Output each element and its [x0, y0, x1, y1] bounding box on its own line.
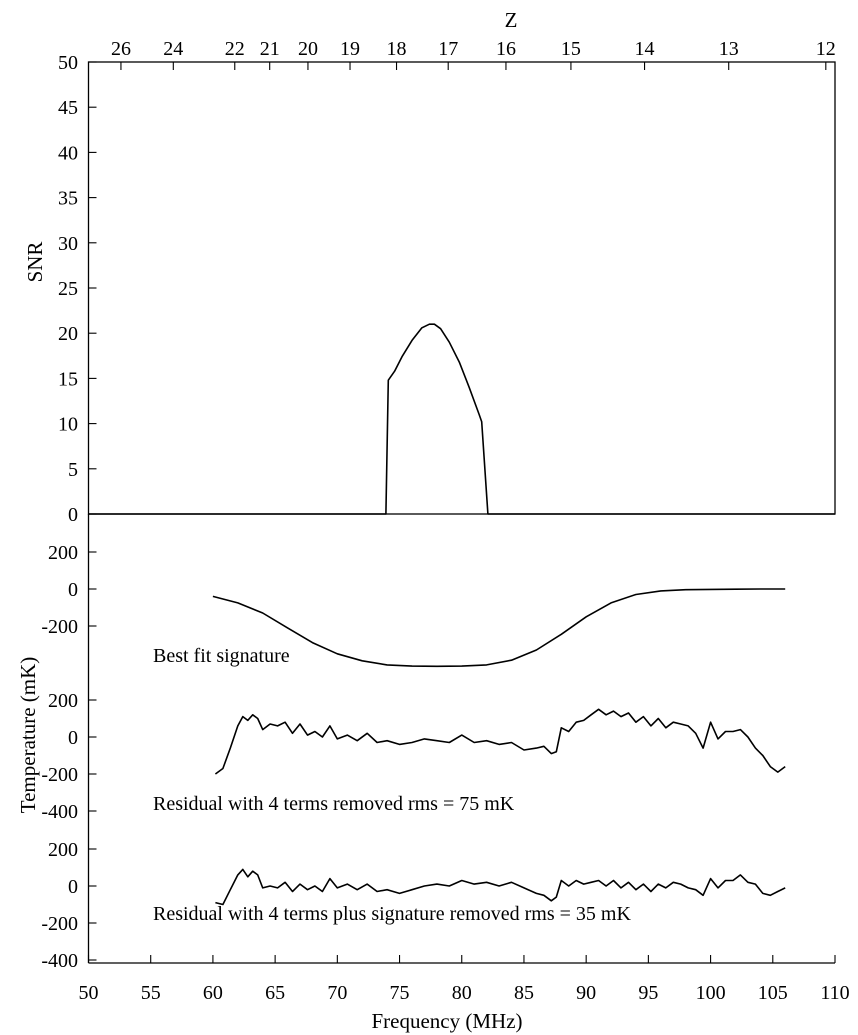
temperature-tick-label: 200 — [48, 542, 78, 564]
snr-tick-label: 45 — [58, 97, 78, 119]
top-tick-label: 26 — [111, 38, 131, 60]
x-tick-label: 70 — [327, 982, 347, 1004]
snr-tick-label: 0 — [68, 504, 78, 526]
x-tick-label: 75 — [390, 982, 410, 1004]
top-tick-label: 21 — [260, 38, 280, 60]
temperature-tick-label: -400 — [41, 801, 78, 823]
x-axis-title: Frequency (MHz) — [371, 1009, 522, 1033]
snr-tick-label: 10 — [58, 414, 78, 436]
best-fit-signature-curve — [212, 588, 786, 668]
top-tick-label: 13 — [719, 38, 739, 60]
x-tick-label: 105 — [758, 982, 788, 1004]
temperature-tick-label: 0 — [68, 579, 78, 601]
top-tick-label: 14 — [635, 38, 655, 60]
x-tick-label: 95 — [638, 982, 658, 1004]
temperature-tick-label: 200 — [48, 690, 78, 712]
snr-panel-frame — [87, 61, 836, 515]
residual-signature-curve — [215, 868, 786, 906]
temperature-panel — [87, 514, 835, 964]
top-tick-label: 20 — [298, 38, 318, 60]
temperature-tick-label: 200 — [48, 839, 78, 861]
snr-tick-label: 30 — [58, 233, 78, 255]
top-tick-label: 15 — [561, 38, 581, 60]
x-tick-label: 110 — [820, 982, 849, 1004]
snr-panel — [87, 61, 836, 515]
top-tick-label: 18 — [387, 38, 407, 60]
snr-tick-label: 5 — [68, 459, 78, 481]
temperature-tick-label: -200 — [41, 764, 78, 786]
residual-4-terms-curve — [214, 708, 786, 775]
snr-tick-label: 50 — [58, 52, 78, 74]
snr-axis-title: SNR — [23, 242, 47, 283]
top-tick-label: 16 — [496, 38, 516, 60]
annotation-residual-signature: Residual with 4 terms plus signature rem… — [153, 903, 631, 925]
top-tick-label: 12 — [816, 38, 836, 60]
snr-tick-label: 35 — [58, 188, 78, 210]
x-tick-label: 60 — [203, 982, 223, 1004]
temperature-tick-label: -400 — [41, 950, 78, 972]
snr-curve — [88, 323, 835, 515]
x-tick-label: 80 — [452, 982, 472, 1004]
snr-tick-label: 15 — [58, 368, 78, 390]
top-axis-title: Z — [505, 8, 518, 32]
top-tick-label: 24 — [163, 38, 183, 60]
x-tick-label: 55 — [141, 982, 161, 1004]
snr-tick-label: 40 — [58, 142, 78, 164]
temperature-tick-label: -200 — [41, 913, 78, 935]
snr-tick-label: 20 — [58, 323, 78, 345]
top-tick-label: 19 — [340, 38, 360, 60]
x-tick-label: 85 — [514, 982, 534, 1004]
temperature-tick-label: 0 — [68, 727, 78, 749]
series — [88, 323, 835, 906]
snr-tick-label: 25 — [58, 278, 78, 300]
annotation-residual-4-terms: Residual with 4 terms removed rms = 75 m… — [153, 793, 515, 815]
temperature-tick-label: -200 — [41, 616, 78, 638]
temperature-axis-title: Temperature (mK) — [16, 657, 40, 814]
temperature-tick-label: 0 — [68, 876, 78, 898]
x-tick-label: 65 — [265, 982, 285, 1004]
top-tick-label: 22 — [225, 38, 245, 60]
x-tick-label: 100 — [696, 982, 726, 1004]
top-tick-label: 17 — [438, 38, 458, 60]
annotation-best-fit: Best fit signature — [153, 645, 290, 667]
x-tick-label: 50 — [79, 982, 99, 1004]
x-tick-label: 90 — [576, 982, 596, 1004]
